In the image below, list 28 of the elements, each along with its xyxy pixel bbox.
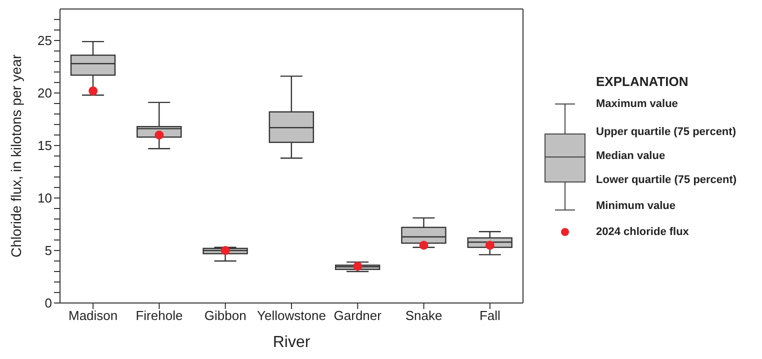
- text: Median value: [596, 150, 666, 162]
- x-tick-label: Firehole: [136, 308, 183, 324]
- x-tick-label: Yellowstone: [257, 308, 326, 324]
- x-tick-label: Snake: [405, 308, 442, 324]
- x-axis-title: River: [272, 334, 311, 351]
- text: Maximum value: [596, 98, 678, 110]
- text: Lower quartile (75 percent): [596, 174, 737, 186]
- text: Upper quartile (75 percent): [596, 126, 736, 138]
- y-tick-label: 10: [38, 190, 52, 206]
- text: Minimum value: [596, 200, 676, 212]
- legend-title: EXPLANATION: [596, 74, 688, 89]
- x-tick-label: Madison: [68, 308, 118, 324]
- text: 2024 chloride flux: [596, 226, 689, 238]
- point: [154, 130, 164, 140]
- y-tick-label: 20: [38, 86, 52, 101]
- x-tick-label: Gibbon: [204, 308, 246, 324]
- y-tick-label: 0: [44, 296, 52, 311]
- y-tick-label: 5: [44, 243, 52, 258]
- point: [353, 262, 362, 271]
- y-tick-label: 25: [38, 33, 52, 48]
- y-tick-label: 15: [38, 138, 52, 154]
- y-axis-title: Chloride flux, in kilotons per year: [8, 54, 24, 258]
- point: [419, 240, 428, 250]
- point: [220, 246, 230, 255]
- x-tick-label: Gardner: [334, 308, 382, 324]
- x-tick-label: Fall: [479, 308, 501, 324]
- point: [88, 86, 98, 96]
- point: [485, 240, 494, 250]
